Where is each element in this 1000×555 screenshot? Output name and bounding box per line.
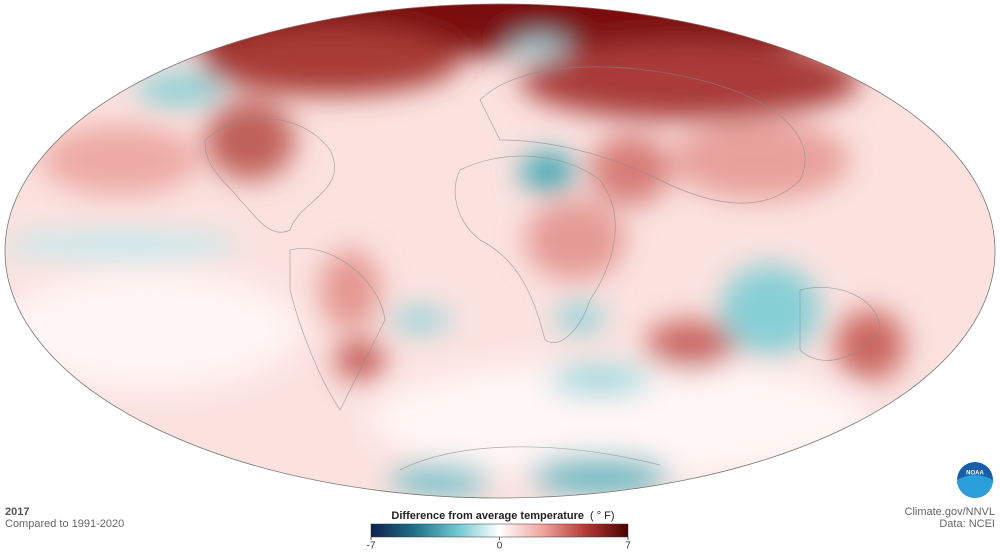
tick-label: 7 [625,541,631,552]
noaa-logo-wave [957,475,993,498]
tick-label: -7 [367,541,376,552]
coastlines [204,66,881,471]
source-credit: Climate.gov/NNVL [905,506,995,518]
data-credit: Data: NCEI [939,518,995,530]
year: 2017 [5,506,29,518]
legend-ticks: -7 0 7 [367,537,631,552]
tick-label: 0 [497,541,503,552]
legend-title: Difference from average temperature [391,510,584,522]
color-bar [370,523,629,538]
baseline: Compared to 1991-2020 [5,518,124,530]
noaa-logo-text: NOAA [966,471,984,477]
globe-outline [4,3,996,499]
legend-unit: ( ° F) [590,510,615,522]
anomaly-map [5,4,995,498]
